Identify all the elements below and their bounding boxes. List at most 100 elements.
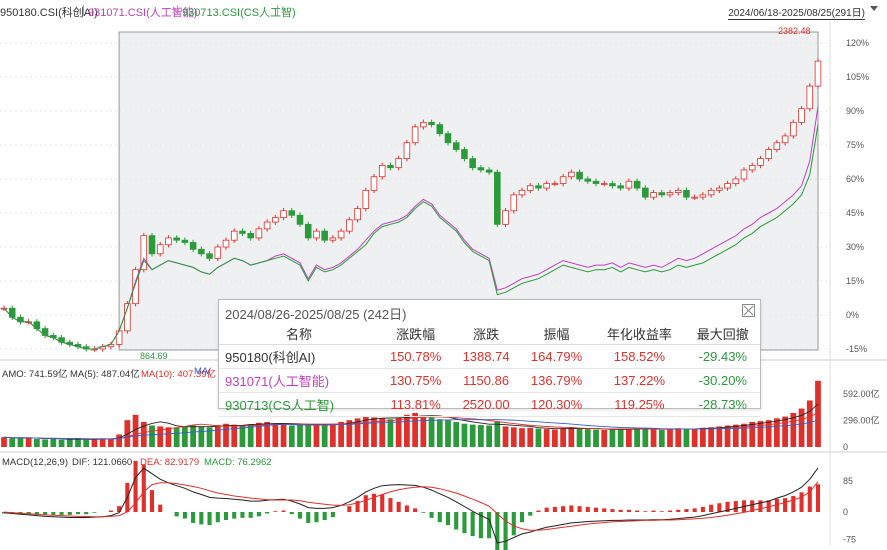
candle-body xyxy=(535,185,542,189)
stats-cell: 130.75% xyxy=(378,368,453,393)
candle-body xyxy=(288,210,296,216)
series-label-931071[interactable]: 931071.CSI(人工智能) xyxy=(88,7,198,19)
volume-legend-ma20: MA( xyxy=(194,366,212,377)
macd-dif-line xyxy=(3,467,819,544)
volume-bar xyxy=(330,423,336,447)
min-value-label: 864.69 xyxy=(140,351,168,361)
volume-bar xyxy=(593,429,599,447)
macd-y-tick-label: 85 xyxy=(843,476,853,486)
candle-body xyxy=(296,214,304,225)
volume-bar xyxy=(724,425,731,447)
volume-bar xyxy=(58,439,65,447)
candle-body xyxy=(420,121,427,128)
volume-bar xyxy=(445,420,451,447)
date-range-selector[interactable]: 2024/06/18-2025/08/25(291日) xyxy=(728,4,865,20)
volume-bar xyxy=(83,439,90,447)
series-label-930713[interactable]: 930713.CSI(CS人工智) xyxy=(182,7,296,19)
volume-bar xyxy=(412,413,418,447)
candle-body xyxy=(732,178,740,184)
volume-bar xyxy=(305,425,312,447)
volume-bar xyxy=(617,429,624,447)
volume-bar xyxy=(387,419,394,447)
candle-body xyxy=(765,149,772,160)
volume-bar xyxy=(568,427,575,447)
table-row[interactable]: 931071(人工智能) 130.75% 1150.86 136.79% 137… xyxy=(219,368,760,393)
candle-body xyxy=(354,208,361,221)
volume-bar xyxy=(519,428,525,447)
candle-body xyxy=(592,180,600,184)
price-y-tick-label: 75% xyxy=(846,140,864,150)
candle-body xyxy=(773,142,781,150)
volume-bar xyxy=(75,438,81,447)
volume-bar xyxy=(1,437,7,447)
stats-cell: 120.30% xyxy=(519,392,594,417)
candle-body xyxy=(247,232,254,239)
volume-bar xyxy=(675,428,682,447)
volume-bar xyxy=(815,380,821,447)
table-row[interactable]: 950180(科创AI) 150.78% 1388.74 164.79% 158… xyxy=(219,344,760,369)
volume-bar xyxy=(272,423,279,447)
candle-body xyxy=(740,169,748,180)
stats-header-change: 涨跌 xyxy=(452,322,520,345)
volume-bar xyxy=(469,424,476,447)
price-y-tick-label: 0% xyxy=(846,310,859,320)
candle-body xyxy=(198,248,205,255)
candle-body xyxy=(584,178,592,182)
volume-bar xyxy=(716,426,723,447)
volume-bar xyxy=(576,428,583,447)
volume-bar xyxy=(420,415,427,447)
price-y-tick-label: 90% xyxy=(846,106,864,116)
volume-bar xyxy=(124,420,131,447)
candle-body xyxy=(543,183,550,189)
volume-bar xyxy=(239,425,246,447)
candle-body xyxy=(485,169,493,173)
candle-body xyxy=(378,164,386,178)
stats-cell: 113.81% xyxy=(378,392,453,417)
volume-bar xyxy=(790,413,797,447)
candle-body xyxy=(699,194,707,198)
volume-bar xyxy=(140,421,147,447)
candle-body xyxy=(403,142,411,160)
volume-bar xyxy=(560,428,566,447)
volume-bar xyxy=(297,423,303,447)
close-icon[interactable] xyxy=(742,304,755,317)
candle-body xyxy=(346,219,353,232)
volume-bar xyxy=(428,417,435,447)
price-y-tick-label: 105% xyxy=(846,72,869,82)
candle-body xyxy=(748,164,756,171)
volume-bar xyxy=(198,426,205,447)
header-separator: | xyxy=(176,4,179,16)
volume-bar xyxy=(700,427,706,447)
price-y-tick-label: -15% xyxy=(846,344,867,354)
stats-header-name: 名称 xyxy=(219,322,379,345)
volume-legend-ma10: MA(10): 407.39亿 xyxy=(141,369,216,380)
candle-body xyxy=(189,242,197,250)
table-row[interactable]: 930713(CS人工智) 113.81% 2520.00 120.30% 11… xyxy=(219,392,760,417)
candle-body xyxy=(165,237,172,246)
stats-cell: 136.79% xyxy=(519,368,594,393)
stats-period: 2024/08/26-2025/08/25 (242日) xyxy=(225,307,407,322)
volume-bar xyxy=(749,421,756,447)
header-separator: | xyxy=(82,4,85,16)
candle-body xyxy=(814,60,822,87)
series-label-950180[interactable]: 950180.CSI(科创AI) xyxy=(0,7,98,19)
candle-body xyxy=(609,183,616,187)
candle-body xyxy=(140,235,148,271)
volume-bar xyxy=(782,416,788,447)
volume-bar xyxy=(683,429,690,447)
stats-cell: 164.79% xyxy=(519,344,594,369)
volume-bar xyxy=(626,428,632,447)
volume-bar xyxy=(288,425,295,447)
macd-dea-line xyxy=(3,481,819,531)
volume-bar xyxy=(321,425,328,447)
volume-bar xyxy=(338,421,344,447)
candle-body xyxy=(255,228,263,239)
chevron-down-icon[interactable] xyxy=(870,6,878,11)
candle-body xyxy=(757,158,764,166)
price-y-tick-label: 30% xyxy=(846,242,864,252)
volume-bar xyxy=(732,424,739,447)
volume-bar xyxy=(182,426,188,447)
macd-legend-title: MACD(12,26,9) xyxy=(2,457,68,468)
volume-bar xyxy=(354,418,361,447)
